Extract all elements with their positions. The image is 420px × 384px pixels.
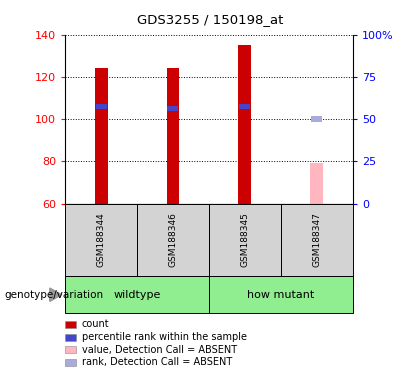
Text: count: count <box>82 319 110 329</box>
Bar <box>96 104 107 109</box>
Bar <box>94 68 108 204</box>
Polygon shape <box>50 288 62 301</box>
Bar <box>239 104 250 109</box>
Bar <box>137 204 209 276</box>
Text: wildtype: wildtype <box>113 290 161 300</box>
Bar <box>281 204 353 276</box>
Text: GSM188344: GSM188344 <box>97 213 105 267</box>
Text: GSM188347: GSM188347 <box>312 213 321 267</box>
Text: GDS3255 / 150198_at: GDS3255 / 150198_at <box>137 13 283 26</box>
Bar <box>209 276 353 313</box>
Bar <box>310 164 323 204</box>
Text: how mutant: how mutant <box>247 290 315 300</box>
Text: GSM188345: GSM188345 <box>240 213 249 267</box>
Bar <box>168 106 178 111</box>
Text: rank, Detection Call = ABSENT: rank, Detection Call = ABSENT <box>82 358 232 367</box>
Bar <box>311 116 322 122</box>
Bar <box>166 68 179 204</box>
Text: percentile rank within the sample: percentile rank within the sample <box>82 332 247 342</box>
Bar <box>239 45 252 204</box>
Text: GSM188346: GSM188346 <box>168 213 178 267</box>
Bar <box>65 276 209 313</box>
Bar <box>65 204 137 276</box>
Bar <box>209 204 281 276</box>
Text: genotype/variation: genotype/variation <box>4 290 103 300</box>
Text: value, Detection Call = ABSENT: value, Detection Call = ABSENT <box>82 345 237 355</box>
